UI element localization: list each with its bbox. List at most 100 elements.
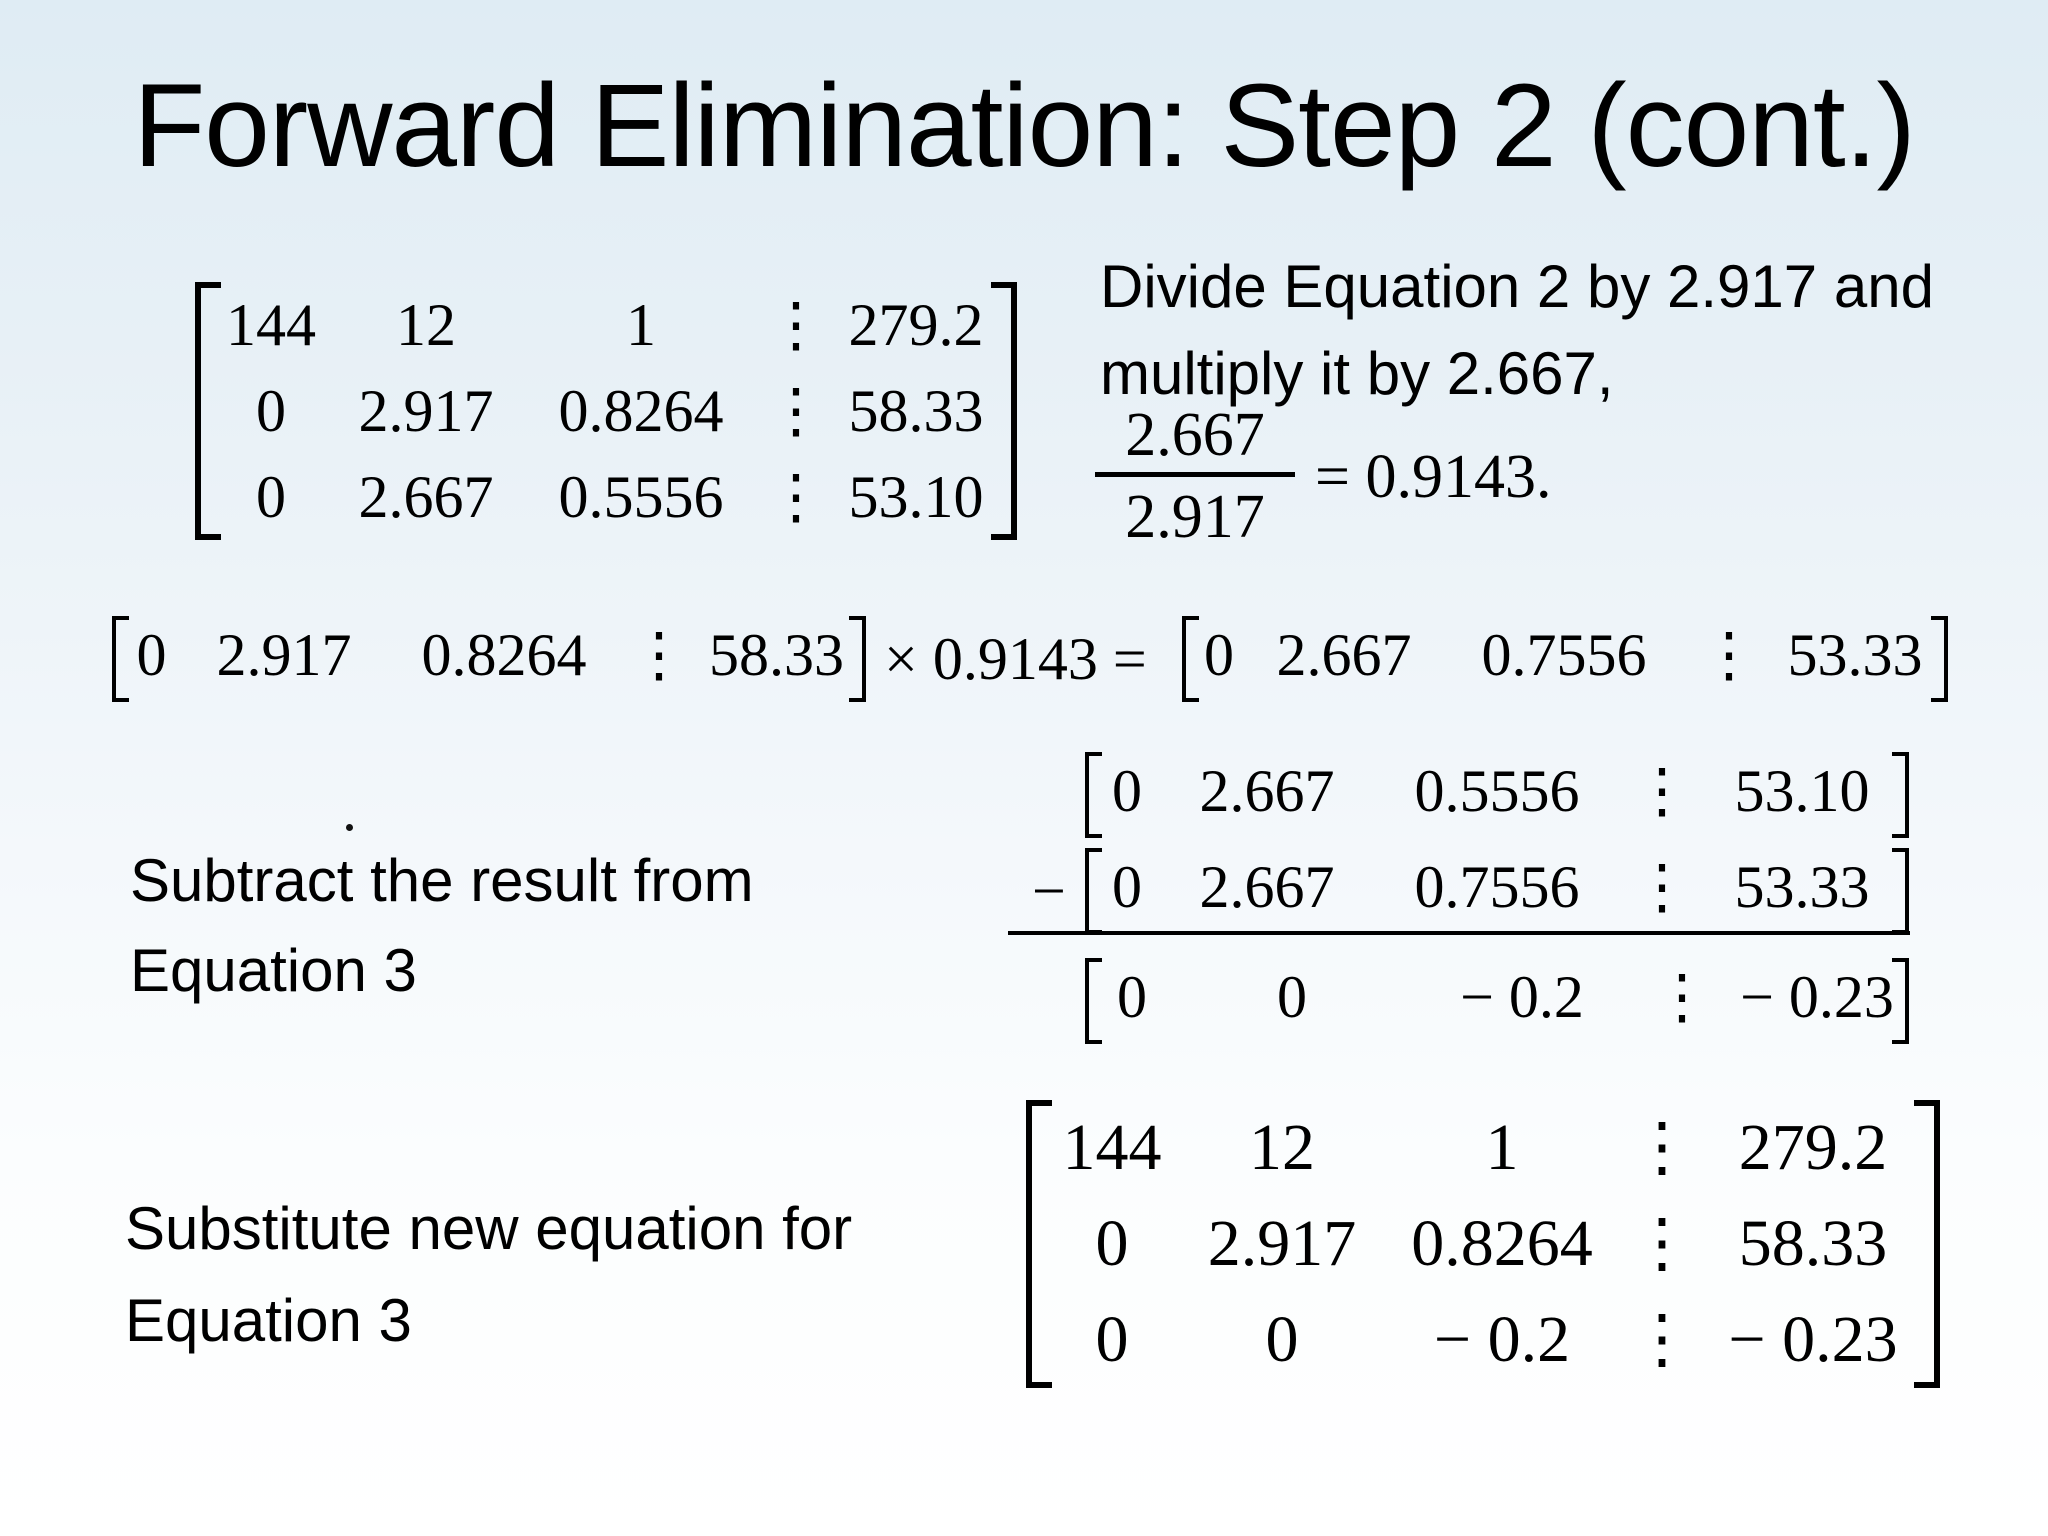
- difference-grid: 0 0 − 0.2 ⋮ − 0.23: [1102, 958, 1894, 1044]
- divide-note-line1: Divide Equation 2 by 2.917 and: [1100, 253, 1934, 320]
- subtraction-line: [1008, 931, 1910, 935]
- matrix-cell: 2.667: [358, 464, 494, 530]
- subtract-note-line2: Equation 3: [130, 937, 417, 1004]
- matrix-right-bracket: [1914, 1100, 1940, 1388]
- augment-dots: ⋮: [766, 378, 826, 444]
- matrix-right-bracket: [991, 282, 1017, 540]
- matrix-cell: − 0.23: [1728, 1303, 1898, 1376]
- matrix-cell: 1: [1485, 1111, 1519, 1184]
- vector-cell: 0.5556: [1414, 758, 1580, 824]
- augment-dots: ⋮: [1629, 1207, 1695, 1280]
- matrix-initial: 144 12 1 ⋮ 279.2 0 2.917 0.8264 ⋮ 58.33 …: [195, 282, 1017, 540]
- vector-cell: 2.667: [1199, 758, 1335, 824]
- vector-cell: 0: [1204, 622, 1234, 688]
- matrix-cell: 58.33: [1738, 1207, 1888, 1280]
- augment-dots: ⋮: [629, 622, 689, 688]
- vector-cell: 53.33: [1787, 622, 1923, 688]
- augment-dots: ⋮: [766, 464, 826, 530]
- matrix-left-bracket: [1026, 1100, 1052, 1388]
- substitute-note: Substitute new equation for Equation 3: [125, 1183, 852, 1367]
- vector-cell: 58.33: [709, 622, 844, 688]
- vector-cell: − 0.23: [1740, 964, 1894, 1030]
- substitute-note-line1: Substitute new equation for: [125, 1195, 853, 1262]
- rowop-left-vector: 0 2.917 0.8264 ⋮ 58.33: [112, 616, 866, 702]
- vector-left-bracket: [1085, 752, 1102, 838]
- matrix-cell: 0: [1095, 1303, 1129, 1376]
- subtraction-minus-sign: −: [1032, 858, 1066, 924]
- vector-cell: 0: [1277, 964, 1307, 1030]
- vector-cell: 0: [136, 622, 167, 688]
- matrix-cell: 0.5556: [558, 464, 724, 530]
- matrix-cell: 279.2: [1738, 1111, 1888, 1184]
- matrix-cell: 0: [1265, 1303, 1299, 1376]
- vector-cell: 0.8264: [421, 622, 587, 688]
- vector-cell: 0: [1112, 758, 1142, 824]
- substitute-note-line2: Equation 3: [125, 1287, 412, 1354]
- fraction-bar: [1095, 472, 1295, 477]
- augment-dots: ⋮: [1629, 1111, 1695, 1184]
- fraction-denominator: 2.917: [1125, 483, 1265, 551]
- augment-dots: ⋮: [1652, 964, 1712, 1030]
- subtraction-minuend: 0 2.667 0.5556 ⋮ 53.10: [1085, 752, 1909, 838]
- matrix-cell: 144: [1062, 1111, 1162, 1184]
- slide-title: Forward Elimination: Step 2 (cont.): [133, 60, 1916, 192]
- vector-cell: 0: [1117, 964, 1147, 1030]
- vector-left-bracket: [1085, 958, 1102, 1044]
- matrix-cell: 0: [256, 378, 286, 444]
- matrix-cell: 279.2: [848, 292, 984, 358]
- matrix-final: 144 12 1 ⋮ 279.2 0 2.917 0.8264 ⋮ 58.33 …: [1026, 1100, 1940, 1388]
- rowop-left-grid: 0 2.917 0.8264 ⋮ 58.33: [129, 616, 849, 702]
- subtraction-subtrahend: 0 2.667 0.7556 ⋮ 53.33: [1085, 848, 1909, 934]
- vector-left-bracket: [1182, 616, 1199, 702]
- divide-note: Divide Equation 2 by 2.917 and multiply …: [1100, 243, 1934, 417]
- subtract-note-line1: Subtract the result from: [130, 847, 754, 914]
- vector-cell: 0.7556: [1481, 622, 1647, 688]
- matrix-cell: 2.917: [1207, 1207, 1357, 1280]
- subtraction-difference: 0 0 − 0.2 ⋮ − 0.23: [1085, 958, 1909, 1044]
- vector-cell: 2.667: [1276, 622, 1412, 688]
- vector-cell: 0.7556: [1414, 854, 1580, 920]
- fraction-result: = 0.9143.: [1315, 443, 1552, 511]
- matrix-cell: 53.10: [848, 464, 984, 530]
- vector-right-bracket: [1931, 616, 1948, 702]
- fraction: 2.667 2.917: [1095, 398, 1295, 557]
- matrix-cell: 0: [256, 464, 286, 530]
- matrix-cell: 58.33: [848, 378, 984, 444]
- divide-note-line2: multiply it by 2.667,: [1100, 340, 1614, 407]
- fraction-numerator: 2.667: [1125, 401, 1265, 469]
- augment-dots: ⋮: [1632, 758, 1692, 824]
- subtrahend-grid: 0 2.667 0.7556 ⋮ 53.33: [1102, 848, 1892, 934]
- matrix-cell: 0: [1095, 1207, 1129, 1280]
- augment-dots: ⋮: [766, 292, 826, 358]
- matrix-cell: − 0.2: [1433, 1303, 1571, 1376]
- augment-dots: ⋮: [1699, 622, 1759, 688]
- vector-cell: − 0.2: [1460, 964, 1584, 1030]
- vector-cell: 0: [1112, 854, 1142, 920]
- rowop-multiplier: × 0.9143 =: [884, 626, 1147, 692]
- vector-cell: 2.667: [1199, 854, 1335, 920]
- stray-dot-artifact: [346, 824, 353, 831]
- rowop-right-grid: 0 2.667 0.7556 ⋮ 53.33: [1199, 616, 1931, 702]
- matrix-cell: 2.917: [358, 378, 494, 444]
- matrix-final-grid: 144 12 1 ⋮ 279.2 0 2.917 0.8264 ⋮ 58.33 …: [1052, 1100, 1914, 1388]
- vector-right-bracket: [1892, 752, 1909, 838]
- matrix-cell: 12: [396, 292, 456, 358]
- matrix-cell: 0.8264: [1411, 1207, 1593, 1280]
- matrix-cell: 0.8264: [558, 378, 724, 444]
- rowop-right-vector: 0 2.667 0.7556 ⋮ 53.33: [1182, 616, 1948, 702]
- vector-right-bracket: [1892, 958, 1909, 1044]
- vector-left-bracket: [112, 616, 129, 702]
- minuend-grid: 0 2.667 0.5556 ⋮ 53.10: [1102, 752, 1892, 838]
- matrix-initial-grid: 144 12 1 ⋮ 279.2 0 2.917 0.8264 ⋮ 58.33 …: [221, 282, 991, 540]
- matrix-cell: 12: [1249, 1111, 1315, 1184]
- subtract-note: Subtract the result from Equation 3: [130, 836, 754, 1016]
- augment-dots: ⋮: [1632, 854, 1692, 920]
- vector-cell: 2.917: [216, 622, 352, 688]
- vector-right-bracket: [1892, 848, 1909, 934]
- matrix-left-bracket: [195, 282, 221, 540]
- vector-left-bracket: [1085, 848, 1102, 934]
- vector-cell: 53.33: [1734, 854, 1870, 920]
- augment-dots: ⋮: [1629, 1303, 1695, 1376]
- vector-cell: 53.10: [1734, 758, 1870, 824]
